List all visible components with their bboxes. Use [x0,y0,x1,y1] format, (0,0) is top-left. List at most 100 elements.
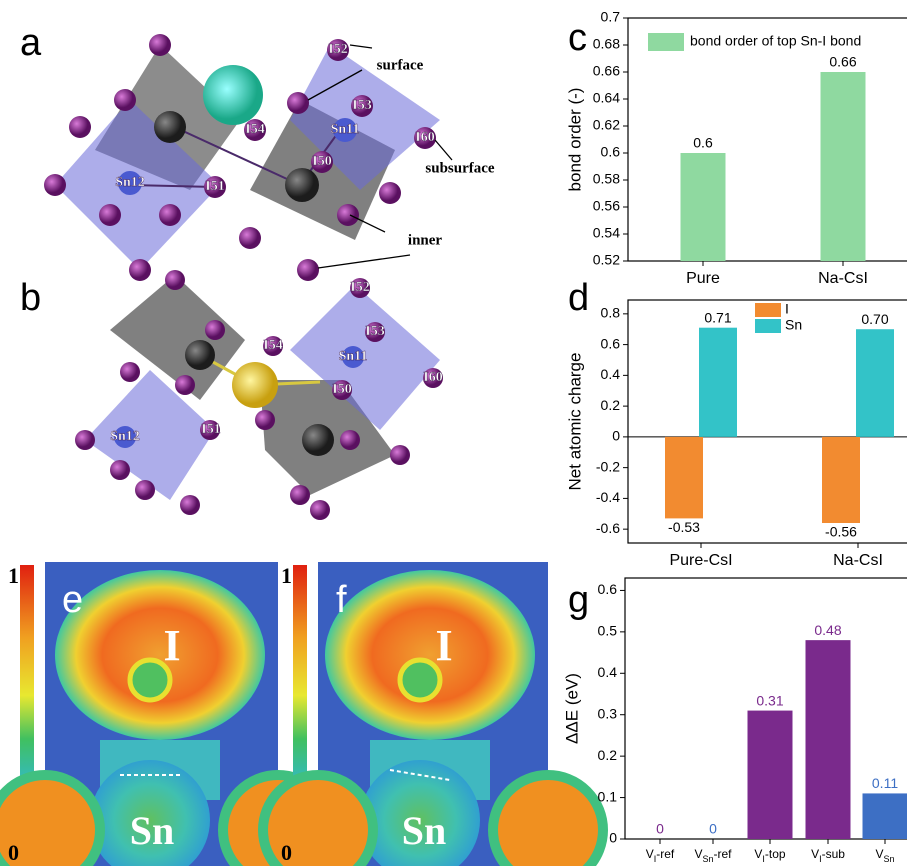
y-tick-label: -0.4 [596,489,620,505]
y-tick-label: 0.66 [593,63,620,79]
x-tick-label-part: V [811,847,819,861]
legend-swatch [755,303,781,317]
legend-label: bond order of top Sn-I bond [690,33,861,49]
structure-label: surface [377,57,424,73]
bar [681,153,726,261]
x-tick-label-part: -sub [822,847,846,861]
y-axis-label: bond order (-) [565,88,584,192]
page: abcdefgI52surfaceI53Sn11I54I60I50subsurf… [0,0,907,866]
value-label: 0.48 [814,622,841,638]
structure-label: I52 [328,42,347,57]
structure-label: I52 [350,280,369,295]
structure-label: I51 [205,179,224,194]
value-label: 0 [709,821,717,837]
y-tick-label: 0.2 [601,397,621,413]
x-tick-label: VI-top [754,847,786,864]
bar [748,711,793,839]
x-tick-label-part: V [875,847,883,861]
structure-label: I53 [365,324,384,339]
bar [822,437,860,523]
structure-label: I60 [415,130,434,145]
y-tick-label: 0.64 [593,90,620,106]
panel-letter: c [568,17,587,59]
y-tick-label: 0.1 [598,788,618,804]
value-label: 0.70 [861,311,888,327]
x-tick-label: VSn-ref [694,847,732,864]
y-tick-label: 0.54 [593,225,620,241]
y-tick-label: 0.52 [593,252,620,268]
legend-swatch [755,319,781,333]
figure: abcdefgI52surfaceI53Sn11I54I60I50subsurf… [0,0,907,866]
x-tick-label-part: V [694,847,702,861]
y-tick-label: 0.8 [601,305,621,321]
value-label: 0.31 [756,692,783,708]
atom-label: I [163,621,180,670]
legend-label: I [785,301,789,317]
x-tick-label: VI-sub [811,847,845,864]
panel-letter: b [20,277,41,319]
legend-swatch [648,33,684,51]
value-label: -0.56 [825,524,857,540]
panel-letter: e [62,579,83,621]
x-tick-label: Na-CsI [833,552,883,569]
y-tick-label: 0.62 [593,117,620,133]
y-tick-label: 0.3 [598,705,618,721]
y-tick-label: 0.4 [601,366,621,382]
scale-min-label: 0 [281,840,292,865]
y-tick-label: -0.2 [596,458,620,474]
y-tick-label: 0.2 [598,747,618,763]
structure-label: I60 [423,370,442,385]
y-axis-label: Net atomic charge [565,353,584,491]
x-tick-label: VSn [875,847,894,864]
x-tick-label: Pure [686,270,720,287]
scale-min-label: 0 [8,840,19,865]
structure-b [75,270,443,520]
structure-label: I50 [312,154,331,169]
y-tick-label: 0.56 [593,198,620,214]
x-tick-label: Pure-CsI [669,552,732,569]
value-label: 0.66 [829,54,856,70]
structure-label: inner [408,232,443,248]
structure-label: subsurface [425,160,495,176]
structure-label: I50 [332,382,351,397]
y-tick-label: 0.7 [601,9,621,25]
value-label: 0.11 [872,775,898,791]
structure-label: Sn11 [339,349,368,364]
y-tick-label: 0 [609,830,617,846]
y-tick-label: 0.58 [593,171,620,187]
panel-letter: d [568,277,589,319]
y-tick-label: 0.6 [601,144,621,160]
bar [665,437,703,519]
atom-label: Sn [130,808,175,853]
legend-label: Sn [785,317,802,333]
bar [856,329,894,437]
structure-label: I51 [201,422,220,437]
scale-max-label: 1 [8,563,19,588]
panel-letter: f [336,579,347,621]
value-label: 0.6 [693,135,713,151]
structure-label: Sn11 [331,122,360,137]
panel-letter: a [20,22,42,64]
y-tick-label: 0.5 [598,623,618,639]
x-tick-label-part: -ref [714,847,733,861]
x-tick-label-part: Sn [884,854,895,864]
bar [806,640,851,839]
y-tick-label: 0.4 [598,664,618,680]
bar [821,72,866,261]
y-tick-label: 0.68 [593,36,620,52]
structure-label: I54 [263,338,282,353]
scale-max-label: 1 [281,563,292,588]
bar [863,793,907,839]
panel-letter: g [568,579,589,621]
structure-label: Sn12 [110,429,140,444]
value-label: 0.71 [704,309,731,325]
value-label: -0.53 [668,519,700,535]
y-axis-label: ΔΔE (eV) [562,673,581,744]
y-tick-label: 0 [612,428,620,444]
x-tick-label-part: V [754,847,762,861]
x-tick-label-part: -top [765,847,786,861]
x-tick-label: VI-ref [646,847,675,864]
value-label: 0 [656,821,664,837]
atom-label: I [435,621,452,670]
y-tick-label: 0.6 [598,581,618,597]
